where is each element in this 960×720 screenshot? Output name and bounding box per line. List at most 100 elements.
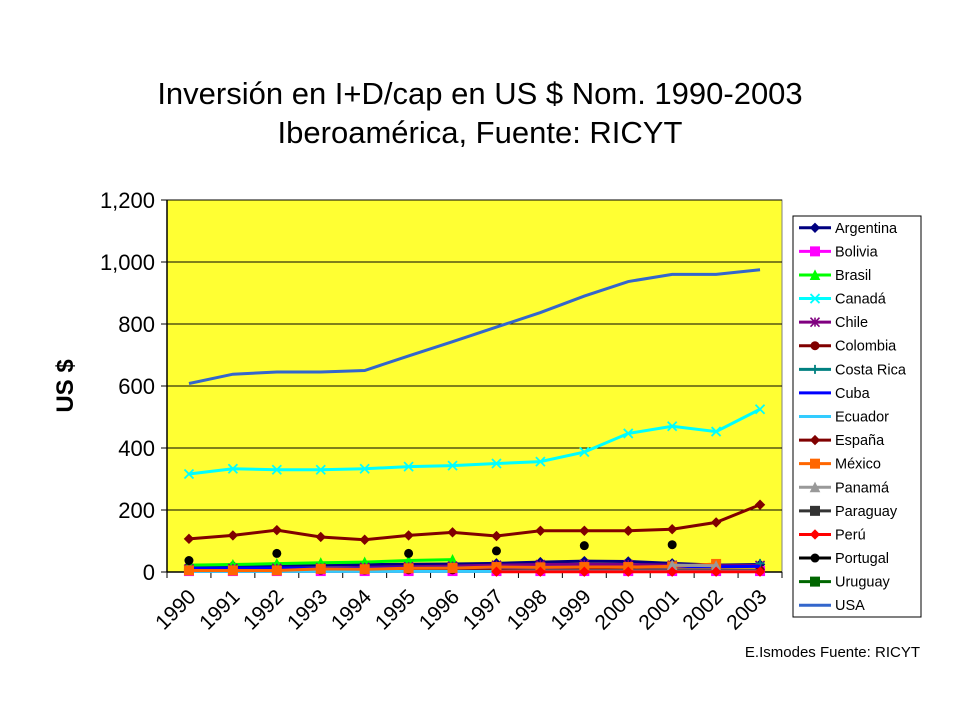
data-point <box>271 524 283 536</box>
x-tick-label: 1999 <box>547 585 596 634</box>
legend-marker <box>809 481 821 493</box>
data-point <box>271 565 282 576</box>
series-usa <box>188 268 761 385</box>
x-tick-label: 2003 <box>722 585 771 634</box>
x-tick-label: 2000 <box>590 585 639 634</box>
data-point <box>754 566 766 577</box>
data-point <box>579 566 590 577</box>
data-point <box>315 563 326 574</box>
legend-marker <box>810 505 820 516</box>
data-point <box>667 540 677 550</box>
source-credit: E.Ismodes Fuente: RICYT <box>744 644 920 661</box>
series-espana <box>183 499 766 545</box>
data-point <box>403 563 414 574</box>
legend-marker <box>810 553 820 563</box>
legend-marker <box>809 293 821 304</box>
data-point <box>403 530 414 541</box>
x-tick-label: 1994 <box>327 585 377 635</box>
data-point <box>623 566 634 577</box>
data-point <box>667 421 678 432</box>
data-point <box>491 566 502 577</box>
x-tick-label: 1998 <box>503 585 552 634</box>
data-point <box>535 456 546 467</box>
data-point <box>710 517 722 528</box>
series-peru <box>491 566 766 577</box>
legend-label: Ecuador <box>835 410 889 426</box>
data-point <box>183 533 195 545</box>
legend-marker <box>809 529 821 540</box>
chart-title: Inversión en I+D/cap en US $ Nom. 1990-2… <box>157 76 803 111</box>
y-tick-label: 1,000 <box>100 250 155 275</box>
legend-label: Perú <box>835 527 866 543</box>
data-point <box>623 428 634 439</box>
data-point <box>227 463 239 474</box>
legend-marker <box>810 576 820 587</box>
data-point <box>491 546 501 556</box>
x-tick-label: 1995 <box>371 585 420 634</box>
series-line <box>188 407 761 476</box>
plot-area <box>166 199 783 573</box>
data-point <box>183 565 194 576</box>
legend-marker <box>810 246 820 257</box>
series-line <box>188 503 761 542</box>
series-canada <box>183 404 766 480</box>
legend-marker <box>809 434 821 446</box>
y-tick-label: 200 <box>118 498 155 523</box>
data-point <box>447 460 458 471</box>
data-point <box>491 530 502 542</box>
legend-label: Canadá <box>835 292 887 308</box>
x-tick-label: 1993 <box>283 585 332 634</box>
y-tick-label: 0 <box>143 560 155 585</box>
series-costa-rica <box>755 558 765 568</box>
data-point <box>359 534 370 545</box>
x-tick-label: 2002 <box>678 585 727 634</box>
data-point <box>359 564 370 575</box>
data-point <box>754 499 766 510</box>
x-tick-label: 1991 <box>195 585 244 634</box>
data-point <box>579 446 590 458</box>
data-point <box>227 530 239 541</box>
series-line <box>188 268 761 385</box>
y-tick-label: 1,200 <box>100 188 155 213</box>
legend-marker <box>809 317 821 328</box>
data-point <box>315 464 326 475</box>
series-line <box>672 563 717 568</box>
series-lines <box>183 268 766 577</box>
legend-marker <box>809 222 821 234</box>
data-point <box>754 404 766 415</box>
x-tick-label: 1997 <box>459 585 508 634</box>
data-point <box>535 525 546 536</box>
x-tick-label: 2001 <box>634 585 683 634</box>
data-point <box>184 556 194 566</box>
legend-label: Costa Rica <box>835 362 907 378</box>
legend-label: Brasil <box>835 268 871 284</box>
y-tick-label: 800 <box>118 312 155 337</box>
data-point <box>579 541 589 551</box>
legend-label: USA <box>835 598 865 614</box>
data-point <box>447 527 458 538</box>
legend-label: Bolivia <box>835 244 879 260</box>
series-portugal <box>184 540 677 566</box>
data-point <box>272 548 282 558</box>
data-point <box>491 458 502 469</box>
legend-label: Paraguay <box>835 504 898 520</box>
legend: Argentina Bolivia Brasil Canadá Chile Colombi… <box>792 215 922 618</box>
data-point <box>359 463 370 474</box>
legend-marker <box>810 364 820 374</box>
data-point <box>579 525 590 536</box>
data-point <box>404 548 414 558</box>
data-point <box>710 566 722 577</box>
data-point <box>315 531 326 543</box>
legend-label: Chile <box>835 315 868 331</box>
data-point <box>183 468 195 480</box>
data-point <box>535 566 546 577</box>
legend-label: Argentina <box>835 221 898 237</box>
series-line <box>188 559 761 568</box>
chart-subtitle: Iberoamérica, Fuente: RICYT <box>277 115 683 150</box>
legend-label: Colombia <box>835 339 897 355</box>
y-tick-label: 600 <box>118 374 155 399</box>
legend-label: Portugal <box>835 551 889 567</box>
legend-label: Uruguay <box>835 575 891 591</box>
data-point <box>447 562 458 573</box>
